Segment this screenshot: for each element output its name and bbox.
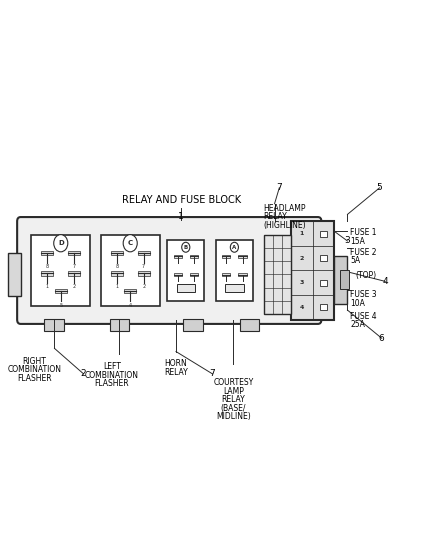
- Bar: [335, 256, 347, 304]
- Text: 7: 7: [142, 264, 145, 269]
- Circle shape: [54, 235, 68, 252]
- Text: 3: 3: [345, 237, 350, 246]
- Text: 2: 2: [81, 369, 86, 378]
- Text: COURTESY: COURTESY: [213, 378, 254, 387]
- Bar: [222, 273, 230, 276]
- Bar: [173, 273, 182, 276]
- Text: A: A: [232, 245, 237, 250]
- Circle shape: [182, 243, 190, 252]
- Text: MIDLINE): MIDLINE): [216, 412, 251, 421]
- Bar: [138, 271, 149, 276]
- Text: 7: 7: [276, 183, 282, 192]
- Bar: [177, 284, 195, 293]
- Bar: [173, 255, 182, 258]
- Text: (HIGHLINE): (HIGHLINE): [264, 221, 306, 230]
- Text: RIGHT: RIGHT: [23, 357, 46, 366]
- Text: 2: 2: [142, 284, 145, 289]
- Circle shape: [123, 235, 137, 252]
- Text: RELAY: RELAY: [164, 368, 188, 376]
- Text: 1: 1: [115, 284, 118, 289]
- Text: 7: 7: [210, 369, 215, 378]
- Text: FUSE 1: FUSE 1: [350, 228, 377, 237]
- Text: RELAY: RELAY: [264, 212, 287, 221]
- Text: 1: 1: [46, 284, 49, 289]
- Text: HORN: HORN: [165, 359, 187, 368]
- Bar: [238, 273, 247, 276]
- Text: 8: 8: [115, 264, 118, 269]
- Text: FLASHER: FLASHER: [95, 379, 129, 388]
- Bar: [42, 271, 53, 276]
- Bar: [291, 221, 335, 320]
- Bar: [190, 273, 198, 276]
- Bar: [339, 270, 349, 289]
- Bar: [138, 251, 149, 255]
- Text: COMBINATION: COMBINATION: [85, 370, 139, 379]
- Text: FLASHER: FLASHER: [17, 374, 52, 383]
- Bar: [68, 271, 80, 276]
- Bar: [184, 319, 203, 332]
- Text: FUSE 3: FUSE 3: [350, 290, 377, 300]
- Text: D: D: [58, 240, 64, 246]
- Text: COMBINATION: COMBINATION: [7, 366, 61, 374]
- Text: RELAY AND FUSE BLOCK: RELAY AND FUSE BLOCK: [122, 196, 241, 205]
- FancyBboxPatch shape: [17, 217, 321, 324]
- Bar: [32, 235, 90, 306]
- Text: 25A: 25A: [350, 320, 365, 329]
- Text: LEFT: LEFT: [103, 362, 121, 371]
- Text: 15A: 15A: [350, 237, 365, 246]
- Bar: [238, 255, 247, 258]
- Bar: [55, 289, 67, 294]
- Bar: [320, 231, 327, 237]
- Bar: [264, 235, 290, 314]
- Text: B: B: [184, 245, 188, 250]
- Text: (BASE/: (BASE/: [221, 403, 246, 413]
- Bar: [240, 319, 259, 332]
- Circle shape: [230, 243, 238, 252]
- Bar: [8, 253, 21, 296]
- Bar: [111, 251, 123, 255]
- Text: 4: 4: [382, 277, 388, 286]
- Text: 7: 7: [73, 264, 76, 269]
- Text: C: C: [127, 240, 133, 246]
- Text: 1: 1: [300, 231, 304, 236]
- Bar: [320, 304, 327, 310]
- Text: 10A: 10A: [350, 299, 365, 308]
- Text: 6: 6: [379, 334, 385, 343]
- Bar: [110, 319, 129, 332]
- Text: RELAY: RELAY: [222, 395, 245, 404]
- Text: LAMP: LAMP: [223, 386, 244, 395]
- Text: FUSE 4: FUSE 4: [350, 312, 377, 321]
- Text: 5: 5: [377, 183, 382, 192]
- Text: 2: 2: [73, 284, 76, 289]
- Text: FUSE 2: FUSE 2: [350, 248, 377, 257]
- Bar: [111, 271, 123, 276]
- Bar: [101, 235, 159, 306]
- Text: 4: 4: [129, 303, 132, 308]
- Text: 8: 8: [46, 264, 49, 269]
- Bar: [124, 289, 136, 294]
- Bar: [222, 255, 230, 258]
- Bar: [320, 280, 327, 286]
- Text: (TOP): (TOP): [356, 271, 377, 280]
- Text: HEADLAMP: HEADLAMP: [264, 204, 306, 213]
- Bar: [167, 240, 204, 301]
- Bar: [68, 251, 80, 255]
- Bar: [190, 255, 198, 258]
- Text: 2: 2: [300, 256, 304, 261]
- Text: 4: 4: [300, 305, 304, 310]
- Text: 5: 5: [59, 303, 62, 308]
- Bar: [216, 240, 253, 301]
- Bar: [42, 251, 53, 255]
- Bar: [45, 319, 64, 332]
- Text: 1: 1: [178, 212, 184, 221]
- Text: 5A: 5A: [350, 256, 360, 265]
- Bar: [320, 255, 327, 261]
- Bar: [225, 284, 244, 293]
- Text: 3: 3: [300, 280, 304, 285]
